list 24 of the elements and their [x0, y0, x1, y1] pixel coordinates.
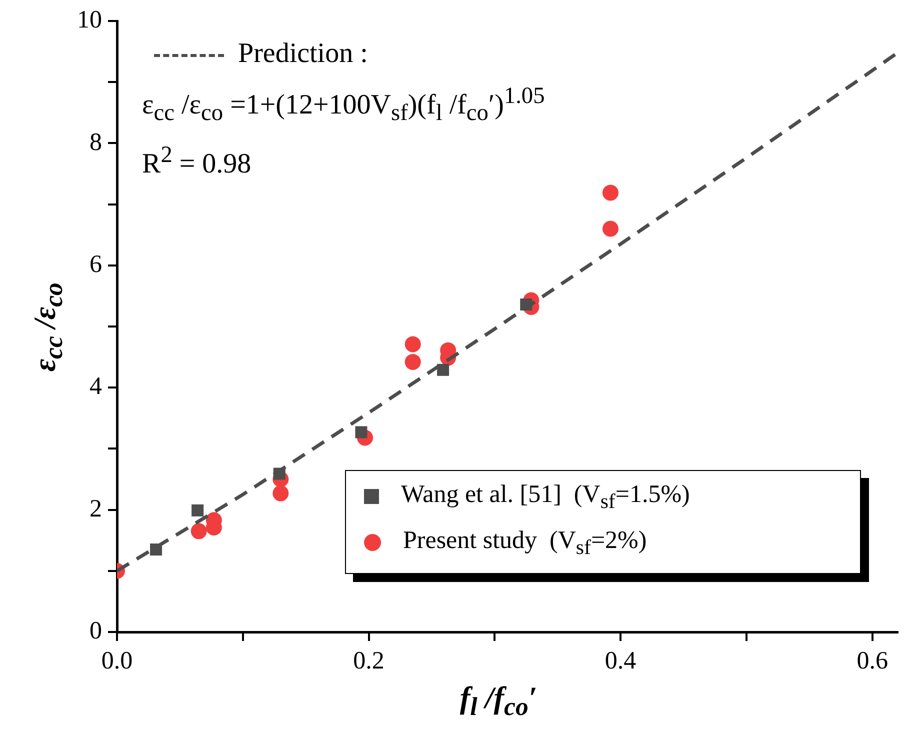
x-tick-label: 0.2: [353, 648, 384, 675]
annotation: R$^{2}$ = 0.98: [142, 140, 252, 182]
point: [190, 523, 207, 540]
point: [192, 504, 204, 516]
annotation: Prediction :: [237, 37, 369, 71]
point: [404, 336, 421, 352]
y-tick-label: 10: [77, 6, 102, 34]
legend-label: Wang et al. [51] (V$_{sf}$=1.5%): [401, 481, 690, 513]
x-tick-label: 0.6: [856, 648, 888, 675]
y-tick-label: 8: [90, 128, 102, 156]
point: [437, 364, 450, 376]
x-tick-label: 0.0: [101, 648, 133, 675]
point: [602, 184, 618, 201]
text: ε$_{cc}$ /ε$_{co}$ =1+(12+100V$_{sf}$)(f$_{l}$ /f$_{co}$′)$^{1.05}$: [142, 83, 545, 126]
y-tick-label: 4: [90, 373, 102, 400]
y-tick-label: 2: [90, 495, 102, 522]
y-tick-label: 0: [90, 618, 102, 645]
x-tick-label: 0.4: [604, 648, 637, 675]
y-tick-label: 6: [90, 250, 102, 278]
legend-label: Present study (V$_{sf}$=2%): [403, 527, 647, 559]
point: [602, 220, 618, 237]
point: [272, 485, 289, 502]
x-axis-title: f$_{l}$ /f$_{co}$′: [458, 680, 538, 722]
point: [404, 354, 421, 370]
